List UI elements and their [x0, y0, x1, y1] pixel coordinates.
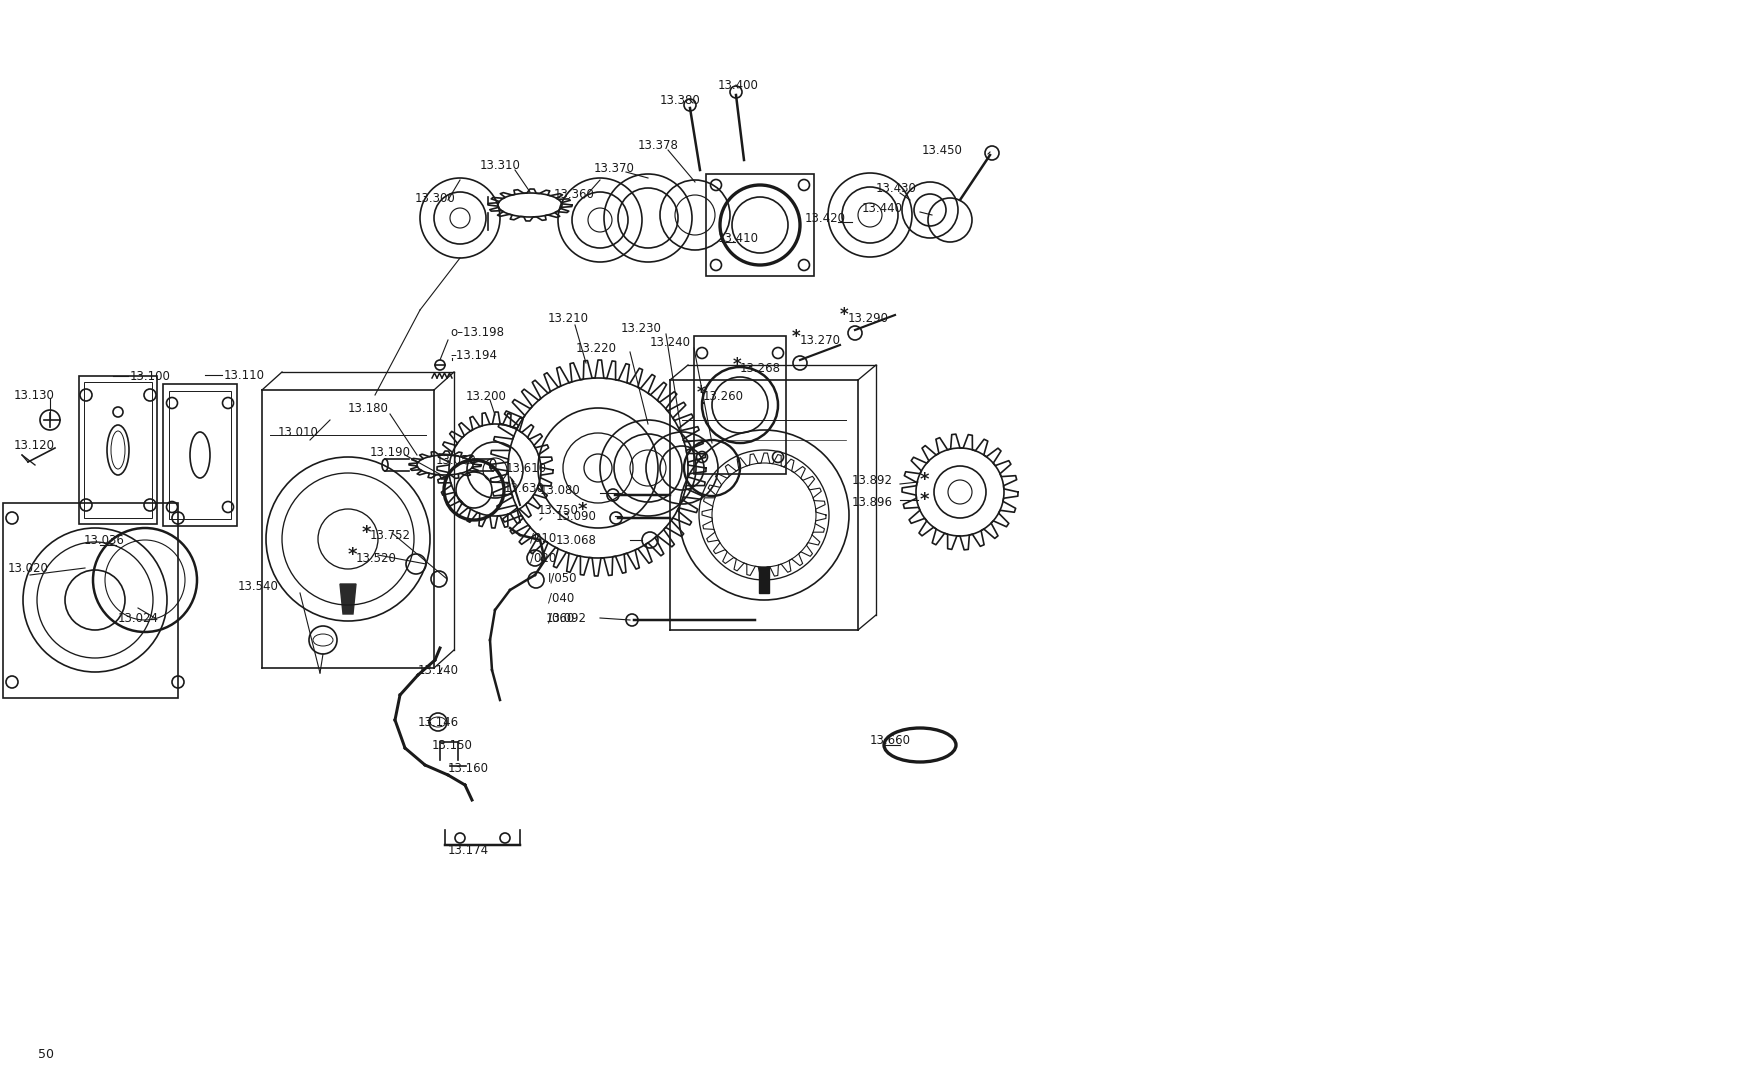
Text: 13.080: 13.080	[541, 484, 581, 497]
Text: 13.090: 13.090	[556, 509, 597, 522]
Text: 13.896: 13.896	[852, 496, 892, 509]
Text: *: *	[348, 546, 357, 564]
Text: 13.540: 13.540	[238, 580, 278, 593]
Text: 13.068: 13.068	[556, 533, 597, 546]
Text: *: *	[696, 384, 705, 402]
Text: 13.180: 13.180	[348, 401, 388, 414]
Text: 13.290: 13.290	[849, 312, 889, 325]
Text: 13.150: 13.150	[432, 739, 473, 751]
Text: 13.360: 13.360	[555, 187, 595, 201]
Text: 13.270: 13.270	[800, 334, 842, 347]
Text: 13.024: 13.024	[117, 611, 159, 625]
Text: 13.092: 13.092	[546, 611, 586, 625]
Text: 13.120: 13.120	[14, 438, 54, 451]
Text: 13.260: 13.260	[704, 389, 744, 402]
Text: 13.146: 13.146	[418, 715, 459, 728]
Text: o–13.198: o–13.198	[450, 326, 504, 339]
Text: 13.610: 13.610	[506, 461, 548, 474]
Text: 13.450: 13.450	[922, 144, 962, 157]
Bar	[79, 376, 158, 524]
Text: *: *	[840, 306, 849, 324]
Text: 13.036: 13.036	[84, 533, 124, 546]
Text: 13.410: 13.410	[718, 231, 760, 244]
Text: 13.100: 13.100	[130, 370, 172, 383]
Text: /010: /010	[530, 532, 556, 545]
Text: 13.230: 13.230	[621, 322, 662, 335]
Text: 13.240: 13.240	[649, 336, 691, 349]
Polygon shape	[340, 584, 355, 614]
Text: 13.750: 13.750	[537, 504, 579, 517]
Text: 13.110: 13.110	[224, 368, 264, 381]
Text: 13.630: 13.630	[504, 482, 544, 495]
Text: 13.140: 13.140	[418, 664, 459, 677]
Text: 13.400: 13.400	[718, 78, 760, 92]
Bar	[2, 502, 177, 698]
Text: 13.300: 13.300	[415, 192, 455, 205]
Text: 13.380: 13.380	[660, 94, 700, 107]
Text: *: *	[920, 490, 929, 509]
Text: *: *	[733, 356, 742, 374]
Bar	[170, 391, 231, 519]
Text: /040: /040	[548, 592, 574, 605]
Text: 13.378: 13.378	[639, 138, 679, 152]
Text: *: *	[578, 501, 588, 519]
Text: 13.752: 13.752	[369, 529, 411, 542]
Text: 13.220: 13.220	[576, 341, 618, 354]
Text: 13.268: 13.268	[740, 362, 780, 375]
Text: 13.020: 13.020	[9, 561, 49, 574]
Polygon shape	[760, 567, 768, 593]
Text: 13.130: 13.130	[14, 388, 54, 401]
Text: –13.194: –13.194	[450, 349, 497, 362]
Text: 13.310: 13.310	[480, 158, 522, 171]
Text: 13.190: 13.190	[369, 446, 411, 459]
Text: /060: /060	[548, 611, 574, 625]
Text: 13.892: 13.892	[852, 473, 892, 486]
Text: *: *	[362, 524, 371, 542]
Text: 13.440: 13.440	[863, 202, 903, 215]
Bar	[705, 174, 814, 276]
Text: 13.174: 13.174	[448, 844, 490, 857]
Bar	[695, 336, 786, 474]
Text: 13.520: 13.520	[355, 552, 397, 565]
Bar	[84, 382, 152, 518]
Text: *: *	[793, 328, 802, 346]
Text: 13.200: 13.200	[466, 389, 507, 402]
Text: 13.050: 13.050	[436, 453, 476, 467]
Text: 13.210: 13.210	[548, 312, 590, 325]
Text: 13.430: 13.430	[877, 182, 917, 194]
Text: *: *	[920, 471, 929, 489]
Text: 13.160: 13.160	[448, 762, 488, 775]
Text: /020: /020	[530, 552, 556, 565]
Bar	[163, 384, 236, 526]
Text: 13.370: 13.370	[593, 161, 635, 174]
Text: 50: 50	[38, 1049, 54, 1062]
Text: 13.010: 13.010	[278, 425, 318, 438]
Text: I/050: I/050	[548, 571, 578, 584]
Text: 13.660: 13.660	[870, 734, 912, 747]
Text: 13.420: 13.420	[805, 211, 845, 225]
